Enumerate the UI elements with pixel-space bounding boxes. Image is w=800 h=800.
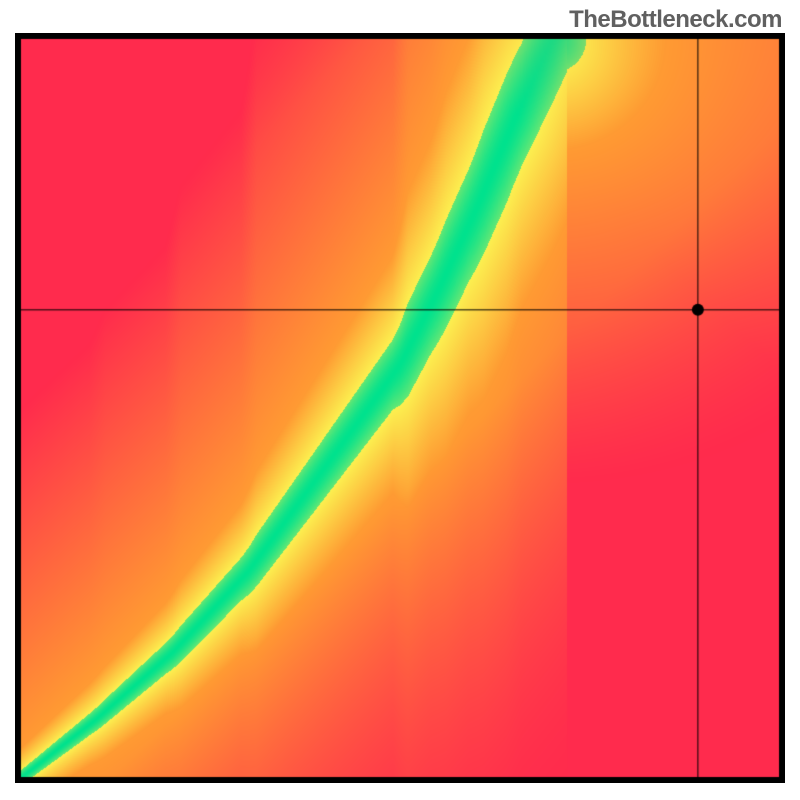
heatmap-canvas <box>15 33 785 783</box>
watermark-text: TheBottleneck.com <box>569 6 782 34</box>
bottleneck-heatmap <box>15 33 785 783</box>
